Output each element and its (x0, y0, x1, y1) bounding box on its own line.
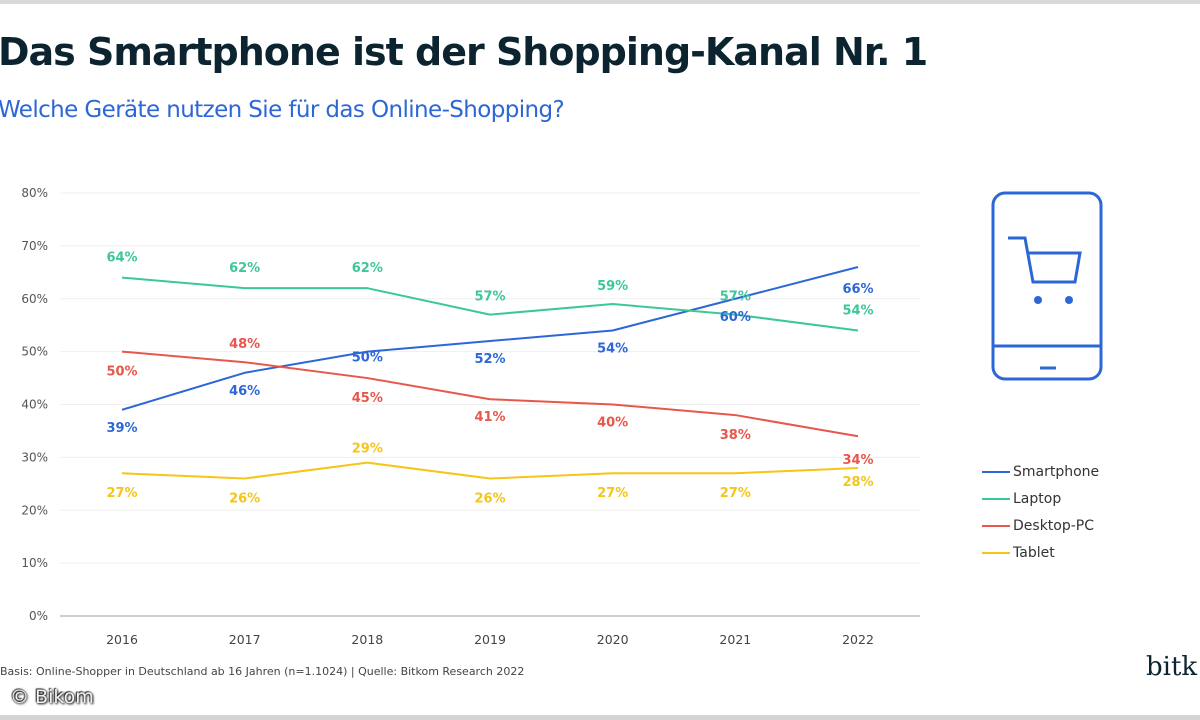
data-label-laptop: 57% (720, 290, 751, 305)
legend-item-desktop-pc: Desktop-PC (982, 512, 1099, 539)
data-label-desktop-pc: 48% (229, 337, 260, 352)
bottom-border (0, 715, 1200, 720)
data-label-tablet: 26% (474, 492, 505, 507)
y-axis-ticks: 0% 10% 20% 30% 40% 50% 60% 70% 80% (21, 186, 48, 623)
data-label-laptop: 64% (106, 251, 137, 266)
x-tick-label: 2018 (351, 632, 383, 647)
data-label-desktop-pc: 41% (474, 410, 505, 425)
chart-title: Das Smartphone ist der Shopping-Kanal Nr… (0, 30, 928, 74)
source-footnote: Basis: Online-Shopper in Deutschland ab … (0, 665, 525, 678)
data-label-tablet: 26% (229, 492, 260, 507)
chart-legend: Smartphone Laptop Desktop-PC Tablet (982, 458, 1099, 566)
x-tick-label: 2019 (474, 632, 506, 647)
smartphone-shopping-cart-icon (991, 191, 1103, 381)
data-label-tablet: 27% (597, 486, 628, 501)
y-tick-label: 60% (21, 292, 48, 306)
legend-swatch-tablet (982, 551, 1010, 554)
x-tick-label: 2020 (597, 632, 629, 647)
y-tick-label: 10% (21, 556, 48, 570)
data-label-smartphone: 54% (597, 341, 628, 356)
series-line-desktop-pc (121, 350, 859, 438)
y-tick-label: 80% (21, 186, 48, 200)
data-label-smartphone: 39% (106, 421, 137, 436)
legend-label: Desktop-PC (1013, 517, 1095, 534)
legend-swatch-desktop-pc (982, 524, 1010, 527)
y-tick-label: 0% (29, 609, 48, 623)
series-lines (121, 266, 859, 480)
data-label-tablet: 28% (842, 475, 873, 490)
x-tick-label: 2017 (229, 632, 261, 647)
data-labels: 39% 46% 50% 52% 54% 60% 66% 64% 62% 62% 57% 59% 57% 5… (106, 251, 873, 507)
series-line-laptop (121, 276, 859, 332)
y-tick-label: 30% (21, 450, 48, 464)
legend-label: Laptop (1013, 490, 1062, 507)
x-tick-label: 2022 (842, 632, 874, 647)
series-line-tablet (121, 461, 859, 480)
data-label-desktop-pc: 38% (720, 428, 751, 443)
data-label-smartphone: 52% (474, 352, 505, 367)
series-line-smartphone (121, 266, 859, 411)
x-tick-label: 2021 (719, 632, 751, 647)
data-label-tablet: 27% (720, 486, 751, 501)
x-axis-ticks: 2016 2017 2018 2019 2020 2021 2022 (106, 632, 874, 647)
legend-swatch-laptop (982, 497, 1010, 500)
y-tick-label: 40% (21, 398, 48, 412)
data-label-smartphone: 60% (720, 310, 751, 325)
data-label-smartphone: 66% (842, 282, 873, 297)
y-tick-label: 50% (21, 345, 48, 359)
line-chart: 0%10%20%30%40%50%60%70%80% 2016 2017 2018 2… (21, 186, 920, 647)
data-label-smartphone: 46% (229, 384, 260, 399)
copyright-watermark: © Bikom (10, 686, 94, 708)
bitkom-logo: bitk (1146, 652, 1198, 682)
gridlines (60, 192, 920, 617)
data-label-laptop: 54% (842, 303, 873, 318)
legend-label: Tablet (1013, 544, 1055, 561)
legend-item-tablet: Tablet (982, 539, 1099, 566)
y-tick-label: 70% (21, 239, 48, 253)
data-label-laptop: 57% (474, 290, 505, 305)
data-label-desktop-pc: 45% (352, 391, 383, 406)
data-label-laptop: 62% (229, 261, 260, 276)
x-tick-label: 2016 (106, 632, 138, 647)
legend-label: Smartphone (1013, 463, 1100, 480)
data-label-desktop-pc: 50% (106, 365, 137, 380)
legend-item-smartphone: Smartphone (982, 458, 1099, 485)
chart-subtitle: Welche Geräte nutzen Sie für das Online-… (0, 97, 565, 123)
data-label-laptop: 62% (352, 261, 383, 276)
data-label-tablet: 29% (352, 442, 383, 457)
data-label-laptop: 59% (597, 279, 628, 294)
y-tick-label: 20% (21, 503, 48, 517)
data-label-desktop-pc: 40% (597, 416, 628, 431)
legend-item-laptop: Laptop (982, 485, 1099, 512)
data-label-desktop-pc: 34% (842, 453, 873, 468)
data-label-smartphone: 50% (352, 351, 383, 366)
top-border (0, 0, 1200, 4)
data-label-tablet: 27% (106, 486, 137, 501)
legend-swatch-smartphone (982, 470, 1010, 473)
